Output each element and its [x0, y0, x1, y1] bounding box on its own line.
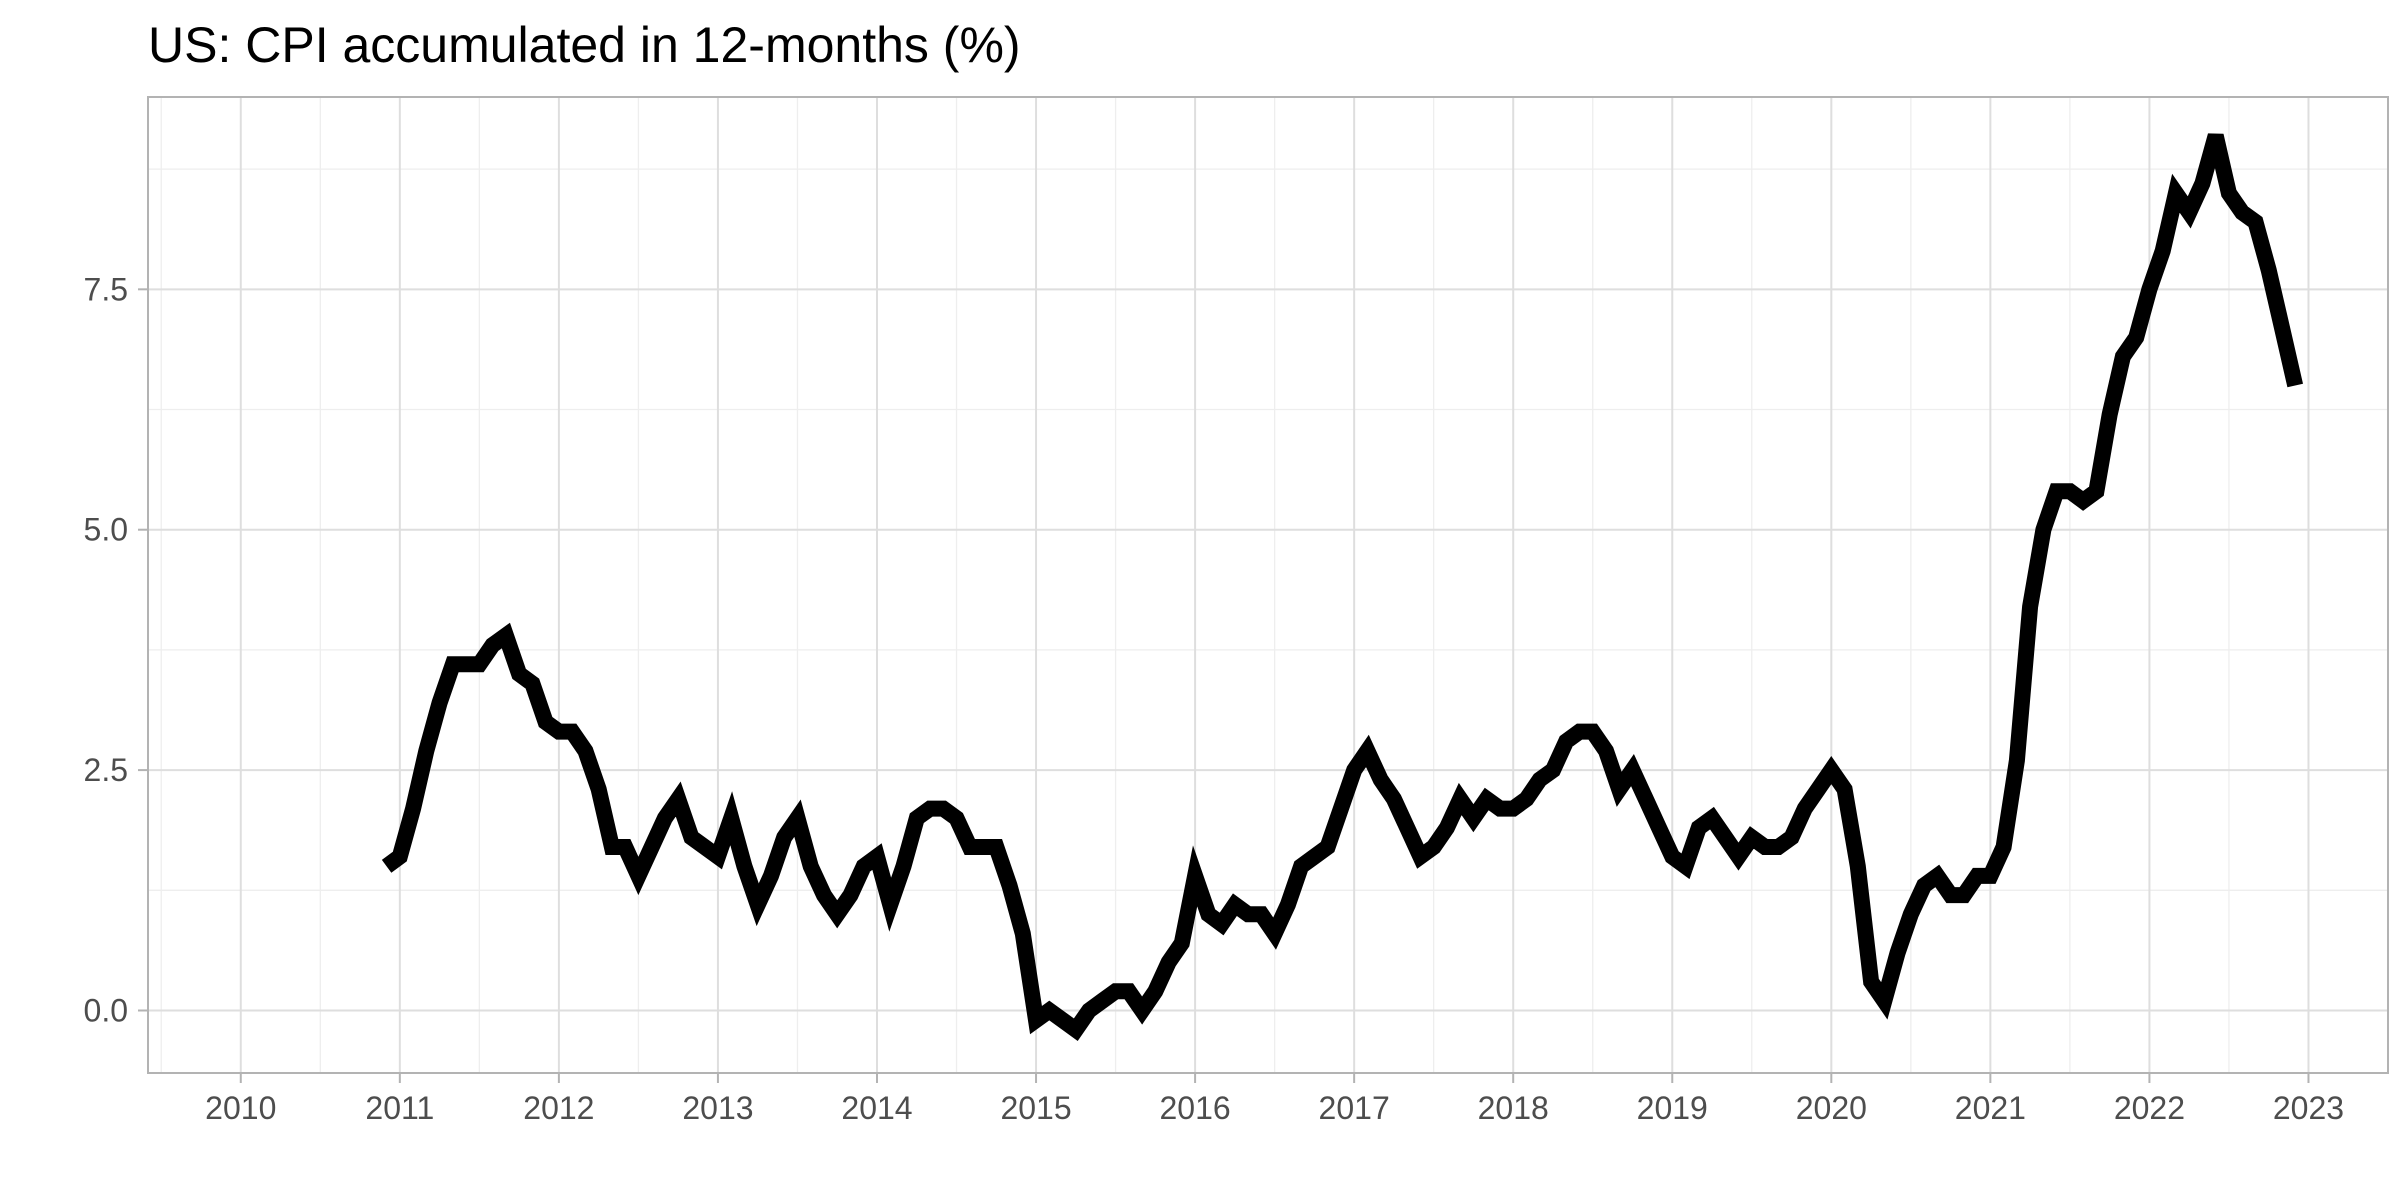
x-tick-label: 2011 — [365, 1090, 434, 1126]
x-tick-label: 2019 — [1637, 1090, 1708, 1126]
plot-panel-border — [147, 96, 2389, 1074]
x-tick-label: 2021 — [1955, 1090, 2026, 1126]
y-tick-label: 0.0 — [84, 992, 128, 1028]
x-tick-label: 2023 — [2273, 1090, 2344, 1126]
y-tick-label: 5.0 — [84, 512, 128, 548]
x-tick-label: 2013 — [682, 1090, 753, 1126]
grid — [148, 97, 2388, 1073]
x-tick-label: 2020 — [1796, 1090, 1867, 1126]
x-tick-label: 2017 — [1319, 1090, 1390, 1126]
x-tick-label: 2012 — [523, 1090, 594, 1126]
y-tick-label: 7.5 — [84, 271, 128, 307]
x-tick-label: 2016 — [1160, 1090, 1231, 1126]
x-tick-label: 2018 — [1478, 1090, 1549, 1126]
x-tick-label: 2022 — [2114, 1090, 2185, 1126]
y-tick-label: 2.5 — [84, 752, 128, 788]
x-tick-label: 2014 — [841, 1090, 912, 1126]
series-layer — [381, 133, 2303, 1041]
x-tick-label: 2015 — [1000, 1090, 1071, 1126]
axis-ticks: 2010 2011 2012 2013 2014 2015 2016 2017 2018 2019… — [84, 271, 2345, 1126]
x-tick-label: 2010 — [205, 1090, 276, 1126]
cpi-series-line — [381, 133, 2303, 1041]
chart-title: US: CPI accumulated in 12-months (%) — [148, 17, 1021, 73]
